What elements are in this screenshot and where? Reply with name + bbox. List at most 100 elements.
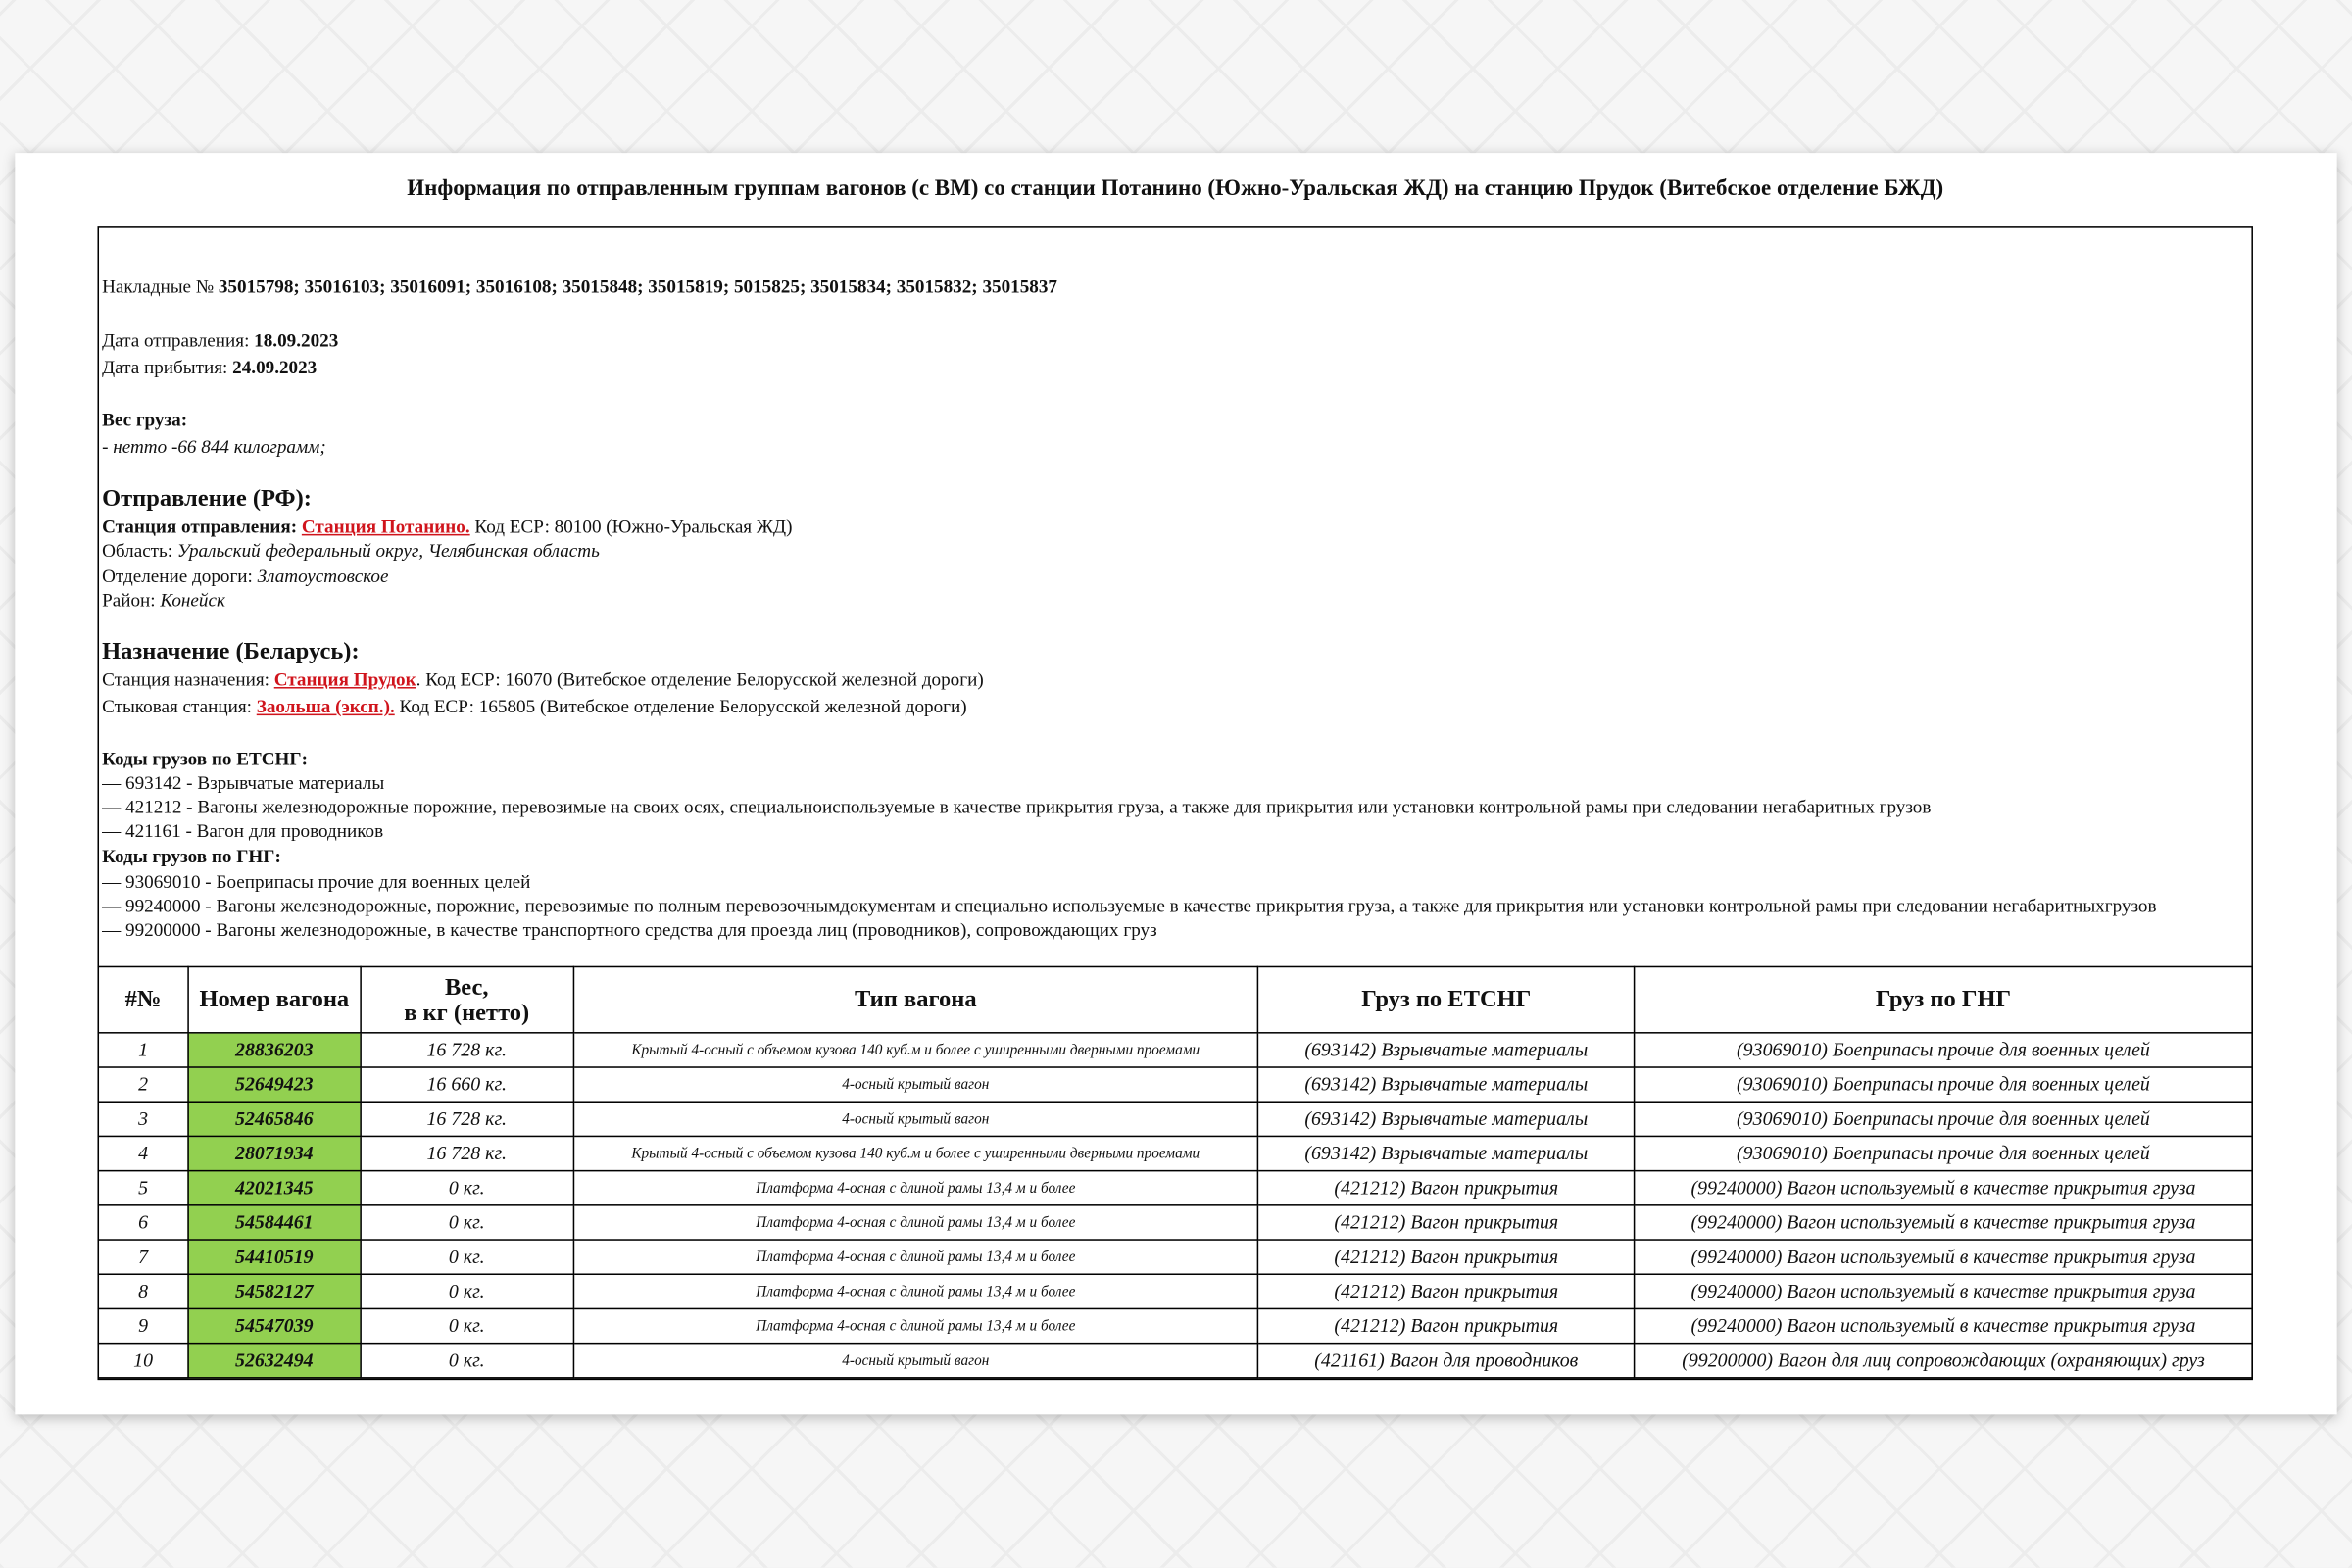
heading: Отправление (РФ): [102, 485, 312, 512]
table-cell: (93069010) Боеприпасы прочие для военных… [1633, 1101, 2253, 1138]
table-cell: (693142) Взрывчатые материалы [1257, 1101, 1636, 1138]
table-cell: (693142) Взрывчатые материалы [1257, 1032, 1636, 1068]
table-cell: (99240000) Вагон используемый в качестве… [1633, 1204, 2253, 1241]
column-header: Тип вагона [571, 965, 1259, 1034]
line: Стыковая станция: Заольша (эксп.). Код Е… [102, 695, 967, 718]
table-cell: 16 660 кг. [359, 1066, 574, 1102]
table-cell: 54582127 [187, 1273, 362, 1310]
table-cell: Крытый 4-осный с объемом кузова 140 куб.… [571, 1135, 1259, 1172]
header-row: #№ Номер вагона Вес, в кг (нетто) Тип вагон… [97, 965, 2253, 1034]
table-cell: 2 [97, 1066, 189, 1102]
value: Златоустовское [257, 565, 389, 587]
table-cell: (93069010) Боеприпасы прочие для военных… [1633, 1032, 2253, 1068]
label: Дата отправления: [102, 329, 250, 352]
table-cell: 54410519 [187, 1239, 362, 1276]
station-link[interactable]: Заольша (эксп.). [256, 696, 395, 717]
table-row: 2 52649423 16 660 кг. 4-осный крытый вагон(… [97, 1066, 2253, 1102]
document-card: Информация по отправленным группам вагон… [15, 153, 2337, 1415]
table-cell: 8 [97, 1273, 189, 1310]
table-cell: 0 кг. [359, 1169, 574, 1206]
table-cell: 54547039 [187, 1307, 362, 1345]
column-header: Груз по ЕТСНГ [1257, 965, 1636, 1034]
table-cell: 4 [97, 1135, 189, 1172]
line: Станция отправления: Станция Потанино. К… [102, 514, 792, 538]
table-cell: 3 [97, 1101, 189, 1138]
code-line: — 421212 - Вагоны железнодорожные порожн… [102, 796, 1932, 818]
table-cell: 4-осный крытый вагон [571, 1101, 1259, 1138]
table-cell: 1 [97, 1032, 189, 1068]
station-link[interactable]: Станция Потанино. [301, 515, 470, 537]
code-line: — 93069010 - Боеприпасы прочие для военн… [102, 871, 531, 893]
table-row: 7 54410519 0 кг. Платформа 4-осная с длиной… [97, 1239, 2253, 1276]
table-cell: 16 728 кг. [359, 1135, 574, 1172]
table-row: 6 54584461 0 кг. Платформа 4-осная с длиной… [97, 1204, 2253, 1241]
table-row: 9 54547039 0 кг. Платформа 4-осная с длиной… [97, 1307, 2253, 1345]
line: Район: Конейск [102, 588, 225, 612]
title: Информация по отправленным группам вагон… [407, 176, 1944, 202]
table-cell: 0 кг. [359, 1239, 574, 1276]
table-row: 8 54582127 0 кг. Платформа 4-осная с длиной… [97, 1273, 2253, 1310]
table-cell: (421161) Вагон для проводников [1257, 1342, 1636, 1379]
label: Отделение дороги: [102, 565, 253, 587]
line: Область: Уральский федеральный округ, Че… [102, 538, 600, 562]
table-cell: Платформа 4-осная с длиной рамы 13,4 м и… [571, 1169, 1259, 1206]
table-cell: 0 кг. [359, 1273, 574, 1310]
table-row: 5 42021345 0 кг. Платформа 4-осная с длиной… [97, 1169, 2253, 1206]
line: Накладные № 35015798; 35016103; 35016091… [102, 274, 1057, 298]
column-header: Груз по ГНГ [1633, 965, 2253, 1034]
weight: - нетто -66 844 килограмм; [102, 436, 326, 458]
code: Код ЕСР: 80100 (Южно-Уральская ЖД) [474, 515, 793, 537]
table-cell: 54584461 [187, 1204, 362, 1241]
date: 24.09.2023 [232, 357, 318, 378]
table-cell: 10 [97, 1342, 189, 1379]
code: Код ЕСР: 165805 (Витебское отделение Бел… [399, 696, 967, 717]
table-cell: (421212) Вагон прикрытия [1257, 1273, 1636, 1310]
table-cell: Крытый 4-осный с объемом кузова 140 куб.… [571, 1032, 1259, 1068]
table-cell: 28071934 [187, 1135, 362, 1172]
table-cell: 16 728 кг. [359, 1101, 574, 1138]
station-link[interactable]: Станция Прудок [273, 668, 416, 691]
table-cell: (93069010) Боеприпасы прочие для военных… [1633, 1135, 2253, 1172]
heading: Назначение (Беларусь): [102, 639, 360, 665]
heading: Коды грузов по ЕТСНГ: [102, 748, 308, 770]
table-row: 10 52632494 0 кг. 4-осный крытый вагон (4211… [97, 1342, 2253, 1379]
value: Уральский федеральный округ, Челябинская… [176, 540, 600, 562]
column-header: Вес, в кг (нетто) [359, 965, 574, 1034]
table-cell: 4-осный крытый вагон [571, 1342, 1259, 1379]
label: Станция отправления: [102, 515, 298, 537]
table-body: 1 28836203 16 728 кг. Крытый 4-осный с объе… [97, 1032, 2253, 1379]
table-cell: Платформа 4-осная с длиной рамы 13,4 м и… [571, 1239, 1259, 1276]
table-cell: (421212) Вагон прикрытия [1257, 1307, 1636, 1345]
column-header: #№ [97, 965, 189, 1034]
label: Вес груза: [102, 409, 188, 431]
wagon-table: #№ Номер вагона Вес, в кг (нетто) Тип вагон… [97, 965, 2253, 1379]
code: . Код ЕСР: 16070 (Витебское отделение Бе… [416, 668, 984, 691]
table-cell: (99240000) Вагон используемый в качестве… [1633, 1273, 2253, 1310]
table-cell: (693142) Взрывчатые материалы [1257, 1066, 1636, 1102]
line: Отделение дороги: Златоустовское [102, 564, 388, 588]
label: Район: [102, 589, 156, 611]
table-cell: (99240000) Вагон используемый в качестве… [1633, 1307, 2253, 1345]
heading: Коды грузов по ГНГ: [102, 846, 281, 867]
code-line: — 99200000 - Вагоны железнодорожные, в к… [102, 919, 1157, 941]
line: Станция назначения: Станция Прудок. Код … [102, 667, 984, 691]
table-cell: (93069010) Боеприпасы прочие для военных… [1633, 1066, 2253, 1102]
table-cell: 7 [97, 1239, 189, 1276]
table-cell: Платформа 4-осная с длиной рамы 13,4 м и… [571, 1307, 1259, 1345]
table-cell: 52632494 [187, 1342, 362, 1379]
waybills: 35015798; 35016103; 35016091; 35016108; … [218, 275, 1058, 298]
table-cell: 0 кг. [359, 1307, 574, 1345]
label: Дата прибытия: [102, 357, 228, 378]
table-cell: 16 728 кг. [359, 1032, 574, 1068]
table-cell: (99240000) Вагон используемый в качестве… [1633, 1169, 2253, 1206]
table-cell: (421212) Вагон прикрытия [1257, 1204, 1636, 1241]
table-cell: 4-осный крытый вагон [571, 1066, 1259, 1102]
table-cell: 5 [97, 1169, 189, 1206]
label: Накладные № [102, 275, 215, 298]
line: Дата прибытия: 24.09.2023 [102, 356, 317, 379]
table-cell: 0 кг. [359, 1204, 574, 1241]
label: Стыковая станция: [102, 696, 252, 717]
table-cell: Платформа 4-осная с длиной рамы 13,4 м и… [571, 1273, 1259, 1310]
